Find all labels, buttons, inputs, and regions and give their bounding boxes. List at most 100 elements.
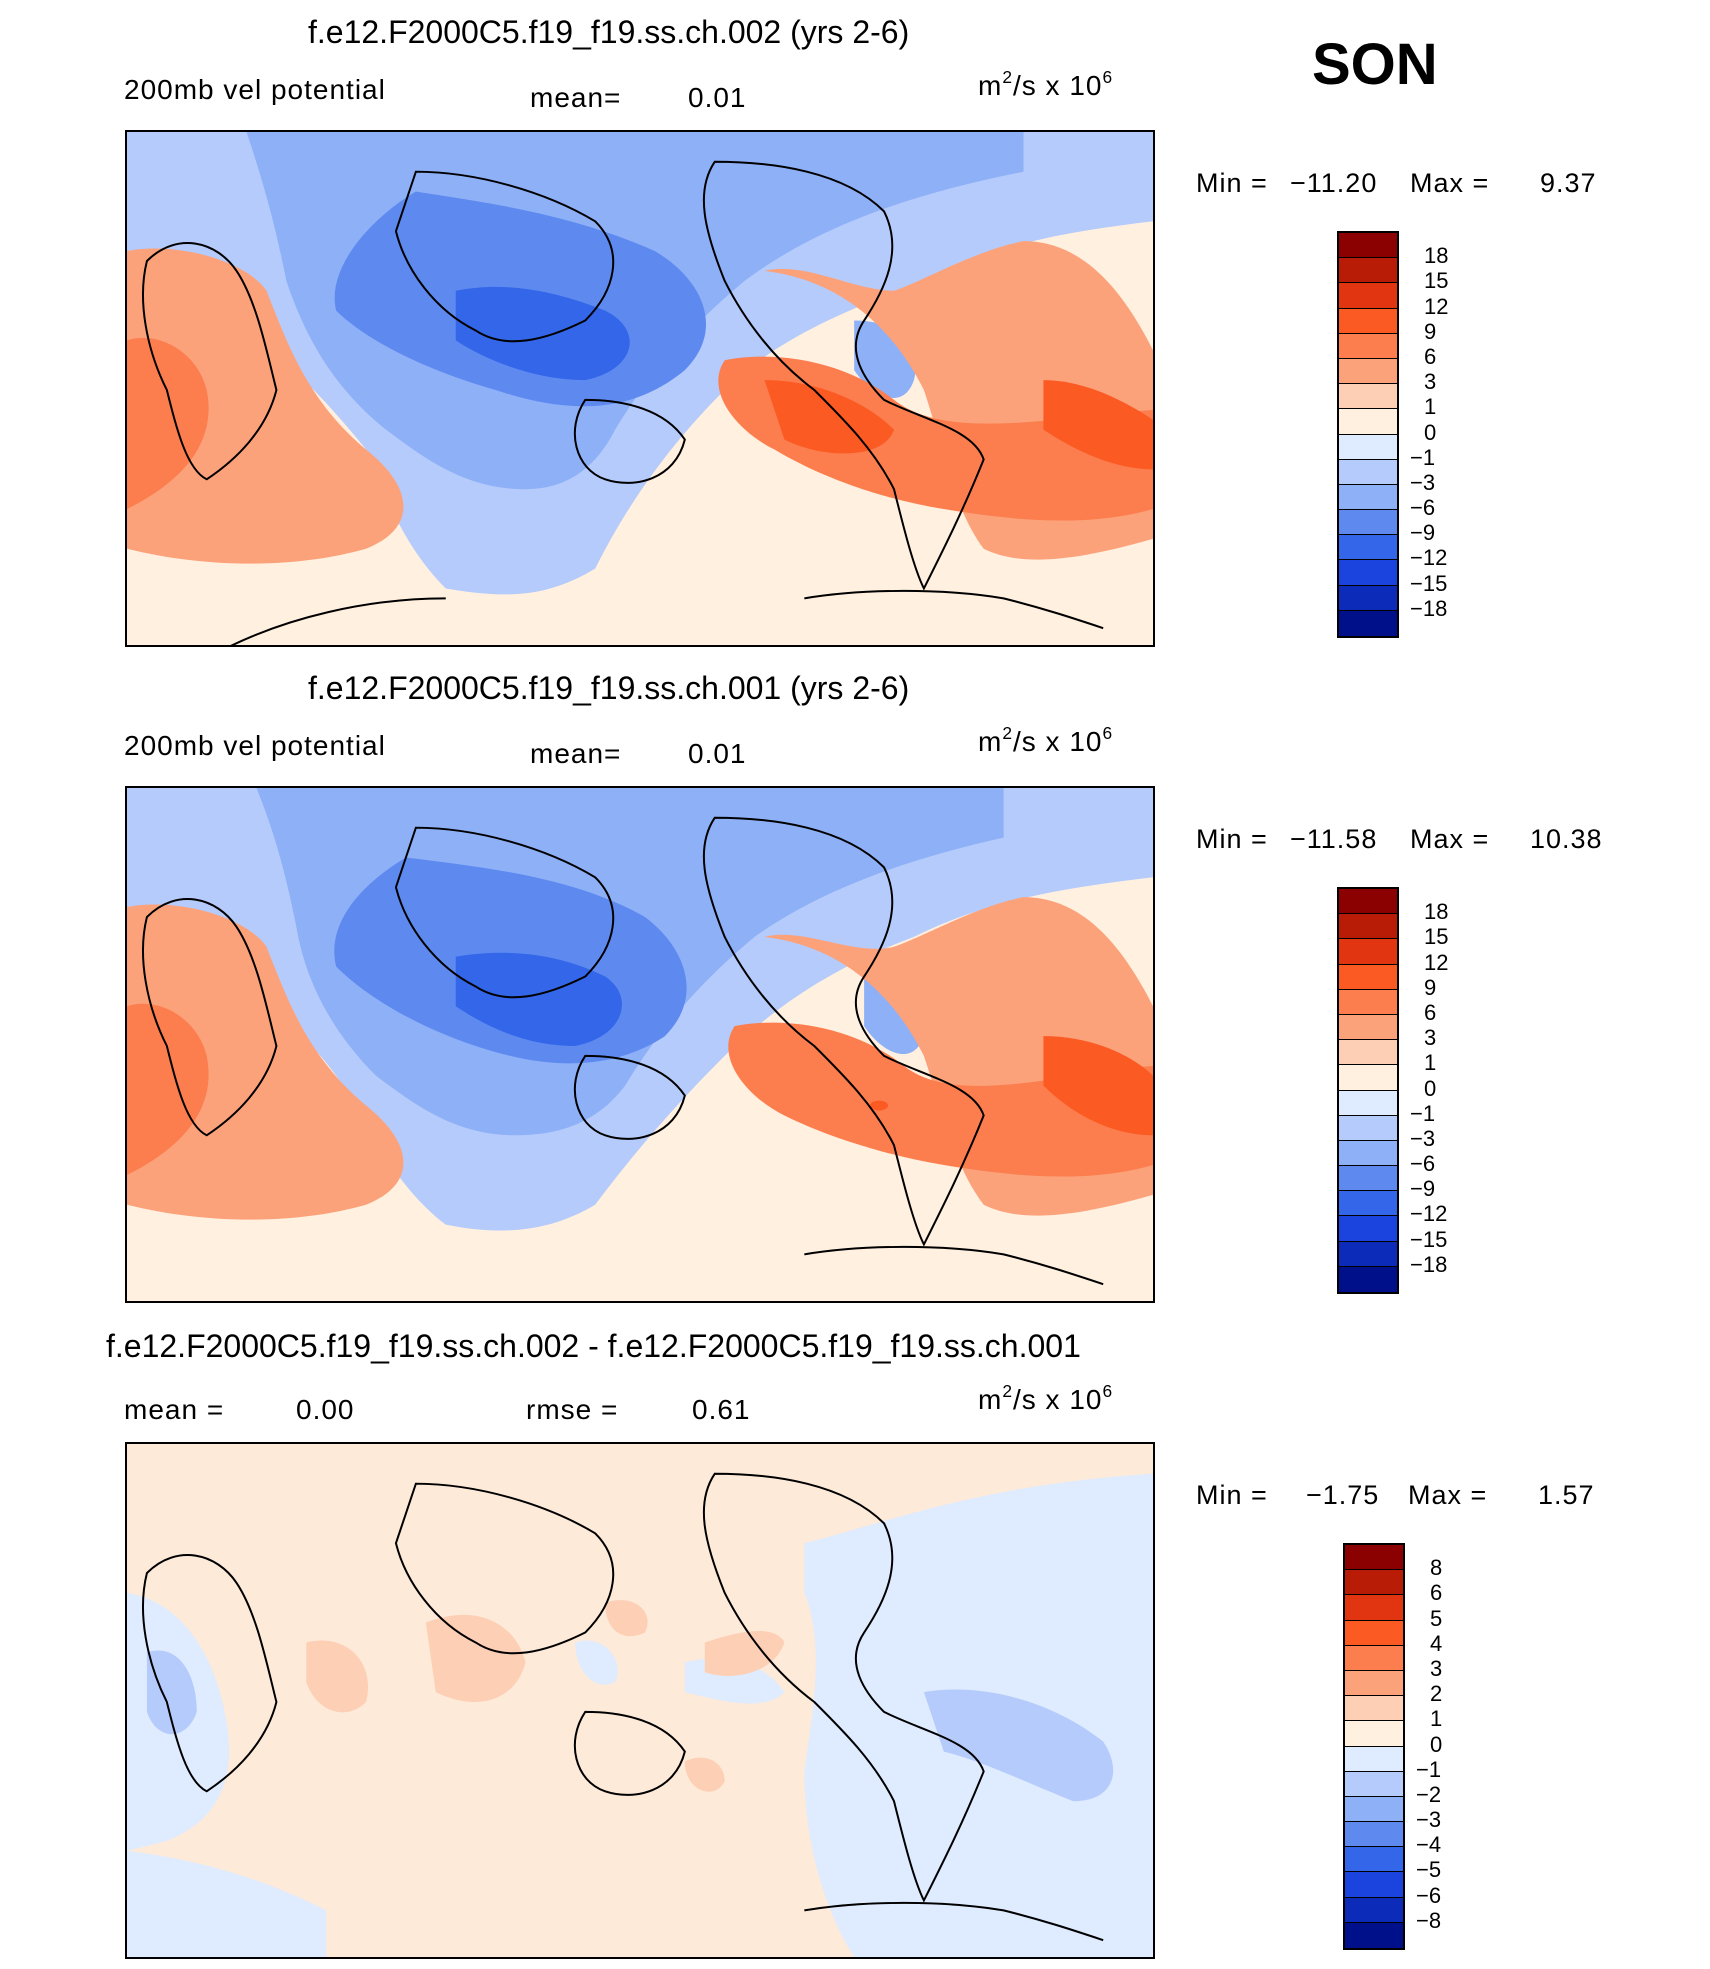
colorbar-cell — [1339, 585, 1397, 611]
colorbar-cell — [1345, 1595, 1403, 1621]
panel-top-map — [125, 130, 1155, 647]
colorbar-cell — [1339, 1241, 1397, 1267]
colorbar-tick-label: −5 — [1416, 1857, 1442, 1883]
panel-top-max-label: Max = — [1410, 168, 1490, 198]
colorbar-cell — [1339, 1216, 1397, 1242]
map-plot-top — [127, 132, 1153, 645]
colorbar-tick-label: −1 — [1410, 444, 1436, 470]
colorbar-cell — [1339, 1040, 1397, 1066]
colorbar-cell — [1339, 308, 1397, 334]
panel-top-mean-value: 0.01 — [688, 82, 747, 113]
panel-top-max-value: 9.37 — [1540, 168, 1597, 198]
colorbar-tick-label: 15 — [1424, 924, 1449, 950]
colorbar-tick-label: 1 — [1424, 394, 1437, 420]
colorbar-tick-label: −18 — [1410, 1251, 1448, 1277]
panel-middle-units: m2/s x 106 — [978, 722, 1114, 757]
colorbar-cell — [1339, 989, 1397, 1015]
colorbar-tick-label: 2 — [1430, 1681, 1443, 1707]
colorbar-tick-label: −9 — [1410, 1176, 1436, 1202]
colorbar-cell — [1339, 889, 1397, 915]
colorbar-cell — [1339, 964, 1397, 990]
colorbar-tick-label: 0 — [1424, 419, 1437, 445]
panel-bottom-min-value: −1.75 — [1306, 1480, 1380, 1510]
panel-top-min-value: −11.20 — [1290, 168, 1378, 198]
panel-middle-min-label: Min = — [1196, 824, 1268, 854]
panel-middle-min-value: −11.58 — [1290, 824, 1378, 854]
panel-bottom-colorbar — [1343, 1543, 1405, 1950]
panel-bottom-max-label: Max = — [1408, 1480, 1488, 1510]
map-plot-middle — [127, 788, 1153, 1301]
colorbar-cell — [1345, 1670, 1403, 1697]
colorbar-cell — [1339, 233, 1397, 259]
colorbar-tick-label: −6 — [1416, 1882, 1442, 1908]
colorbar-cell — [1339, 1166, 1397, 1192]
season-label: SON — [1312, 32, 1438, 97]
colorbar-tick-label: −18 — [1410, 595, 1448, 621]
colorbar-cell — [1345, 1645, 1403, 1671]
panel-top-units: m2/s x 106 — [978, 66, 1114, 101]
colorbar-tick-label: 3 — [1424, 1025, 1437, 1051]
panel-middle-field-label: 200mb vel potential — [124, 730, 386, 761]
colorbar-cell — [1339, 409, 1397, 435]
colorbar-tick-label: −4 — [1416, 1832, 1442, 1858]
colorbar-tick-label: 6 — [1430, 1580, 1443, 1606]
colorbar-tick-label: 18 — [1424, 243, 1449, 269]
colorbar-cell — [1339, 1191, 1397, 1217]
colorbar-tick-label: −2 — [1416, 1781, 1442, 1807]
panel-middle-max-label: Max = — [1410, 824, 1490, 854]
panel-middle-map — [125, 786, 1155, 1303]
colorbar-cell — [1345, 1620, 1403, 1646]
colorbar-cell — [1339, 1140, 1397, 1167]
colorbar-tick-label: 3 — [1430, 1655, 1443, 1681]
colorbar-tick-label: 0 — [1430, 1731, 1443, 1757]
colorbar-cell — [1339, 560, 1397, 586]
colorbar-cell — [1339, 535, 1397, 561]
colorbar-cell — [1339, 1090, 1397, 1116]
colorbar-tick-label: 18 — [1424, 899, 1449, 925]
colorbar-tick-label: −9 — [1410, 520, 1436, 546]
colorbar-cell — [1345, 1771, 1403, 1797]
colorbar-tick-label: 8 — [1430, 1555, 1443, 1581]
colorbar-cell — [1339, 283, 1397, 309]
colorbar-cell — [1339, 939, 1397, 965]
panel-top-mean-label: mean= — [530, 82, 622, 113]
panel-bottom-map — [125, 1442, 1155, 1959]
colorbar-cell — [1339, 258, 1397, 284]
colorbar-tick-label: 4 — [1430, 1630, 1443, 1656]
panel-bottom-rmse-value: 0.61 — [692, 1394, 751, 1425]
panel-top-field-label: 200mb vel potential — [124, 74, 386, 105]
colorbar-cell — [1345, 1696, 1403, 1722]
panel-middle-mean-value: 0.01 — [688, 738, 747, 769]
colorbar-tick-label: 9 — [1424, 318, 1437, 344]
colorbar-tick-label: −3 — [1410, 1125, 1436, 1151]
colorbar-tick-label: −1 — [1410, 1100, 1436, 1126]
colorbar-cell — [1339, 1115, 1397, 1141]
colorbar-tick-label: −6 — [1410, 1151, 1436, 1177]
colorbar-tick-label: −8 — [1416, 1907, 1442, 1933]
colorbar-cell — [1345, 1570, 1403, 1596]
colorbar-cell — [1339, 358, 1397, 385]
colorbar-tick-label: 12 — [1424, 949, 1449, 975]
colorbar-cell — [1339, 1014, 1397, 1041]
colorbar-tick-label: 1 — [1430, 1706, 1443, 1732]
panel-top-min-label: Min = — [1196, 168, 1268, 198]
colorbar-cell — [1339, 459, 1397, 485]
colorbar-cell — [1339, 384, 1397, 410]
colorbar-cell — [1345, 1872, 1403, 1898]
colorbar-cell — [1345, 1545, 1403, 1571]
colorbar-tick-label: −1 — [1416, 1756, 1442, 1782]
colorbar-cell — [1339, 610, 1397, 636]
panel-bottom-units: m2/s x 106 — [978, 1380, 1114, 1415]
colorbar-cell — [1345, 1721, 1403, 1747]
colorbar-cell — [1345, 1897, 1403, 1923]
colorbar-tick-label: −12 — [1410, 1201, 1448, 1227]
colorbar-tick-label: −6 — [1410, 495, 1436, 521]
map-plot-bottom — [127, 1444, 1153, 1957]
panel-middle-mean-label: mean= — [530, 738, 622, 769]
colorbar-tick-label: 12 — [1424, 293, 1449, 319]
panel-middle-max-value: 10.38 — [1530, 824, 1603, 854]
panel-bottom-mean-label: mean = — [124, 1394, 225, 1425]
colorbar-cell — [1339, 510, 1397, 536]
colorbar-cell — [1345, 1796, 1403, 1823]
colorbar-tick-label: −12 — [1410, 545, 1448, 571]
